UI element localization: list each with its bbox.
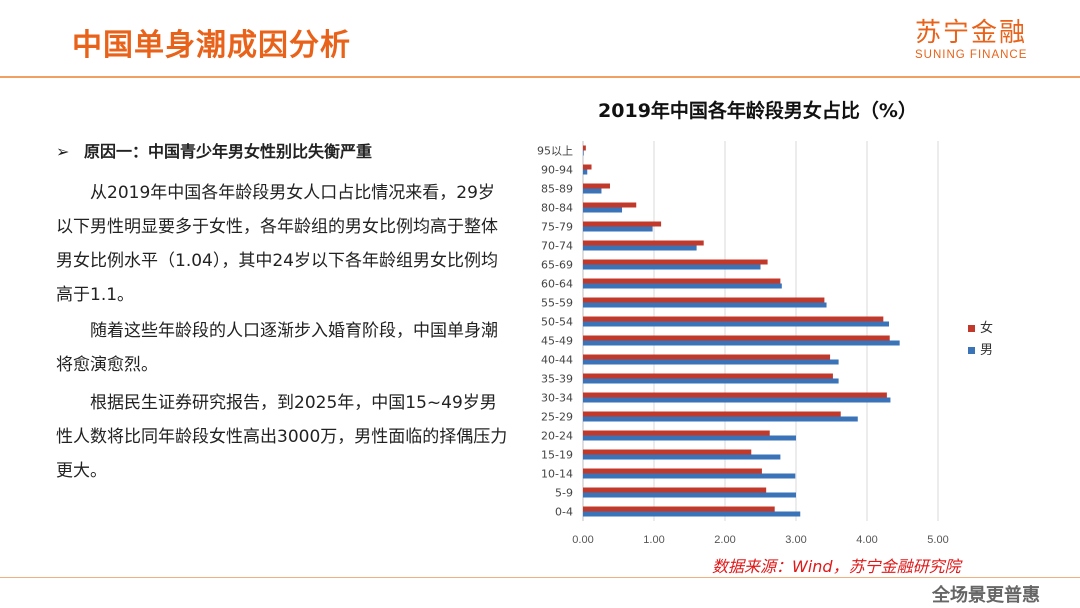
y-tick-label: 55-59 xyxy=(541,297,573,310)
bar-male xyxy=(583,397,891,403)
bar-male xyxy=(583,321,890,327)
bar-male xyxy=(583,359,839,365)
bar-female xyxy=(583,487,767,493)
y-tick-label: 5-9 xyxy=(555,487,573,500)
bar-male xyxy=(583,302,827,308)
y-tick-label: 85-89 xyxy=(541,183,573,196)
bar-male xyxy=(583,245,697,251)
y-tick-label: 35-39 xyxy=(541,373,573,386)
bar-female xyxy=(583,373,833,379)
bar-female xyxy=(583,316,884,322)
bar-male xyxy=(583,473,796,479)
bar-female xyxy=(583,183,610,189)
y-tick-label: 75-79 xyxy=(541,221,573,234)
bar-female xyxy=(583,468,762,474)
bar-female xyxy=(583,202,637,208)
brand-logo: 苏宁金融 SUNING FINANCE xyxy=(915,18,1055,62)
bar-male xyxy=(583,226,653,232)
bar-male xyxy=(583,207,623,213)
y-tick-label: 80-84 xyxy=(541,202,573,215)
bar-female xyxy=(583,145,586,151)
legend-label: 女 xyxy=(980,320,993,336)
bar-female xyxy=(583,449,752,455)
bar-male xyxy=(583,454,781,460)
header-divider xyxy=(0,76,1080,78)
bar-female xyxy=(583,392,887,398)
x-tick-label: 5.00 xyxy=(927,534,948,546)
x-tick-label: 0.00 xyxy=(572,534,593,546)
y-tick-label: 0-4 xyxy=(555,506,573,519)
bar-male xyxy=(583,188,602,194)
bar-male xyxy=(583,378,839,384)
bar-male xyxy=(583,416,858,422)
footer-divider xyxy=(0,577,1080,578)
paragraph-3: 根据民生证券研究报告，到2025年，中国15~49岁男性人数将比同年龄段女性高出… xyxy=(56,393,508,481)
bar-male xyxy=(583,169,588,175)
bar-male xyxy=(583,150,584,156)
bar-female xyxy=(583,164,592,170)
bar-male xyxy=(583,283,782,289)
bar-male xyxy=(583,435,796,441)
bullet-heading: ➢ 原因一：中国青少年男女性别比失衡严重 xyxy=(56,138,372,162)
logo-chinese: 苏宁金融 xyxy=(915,18,1028,48)
bar-female xyxy=(583,411,841,417)
legend-swatch xyxy=(968,347,975,354)
x-tick-label: 2.00 xyxy=(714,534,735,546)
y-tick-label: 90-94 xyxy=(541,164,573,177)
legend-swatch xyxy=(968,325,975,332)
y-tick-label: 65-69 xyxy=(541,259,573,272)
bar-female xyxy=(583,354,831,360)
x-tick-label: 4.00 xyxy=(856,534,877,546)
y-tick-label: 10-14 xyxy=(541,468,573,481)
y-tick-label: 60-64 xyxy=(541,278,573,291)
bar-female xyxy=(583,240,704,246)
logo-english: SUNING FINANCE xyxy=(915,49,1028,61)
data-source: 数据来源：Wind，苏宁金融研究院 xyxy=(712,557,961,576)
paragraph-1: 从2019年中国各年龄段男女人口占比情况来看，29岁以下男性明显要多于女性，各年… xyxy=(56,183,498,305)
page-title: 中国单身潮成因分析 xyxy=(72,28,351,63)
watermark: 全场景更普惠 xyxy=(932,585,1040,606)
y-tick-label: 50-54 xyxy=(541,316,573,329)
y-tick-label: 45-49 xyxy=(541,335,573,348)
bar-female xyxy=(583,297,825,303)
bar-female xyxy=(583,221,662,227)
y-tick-label: 70-74 xyxy=(541,240,573,253)
y-tick-label: 15-19 xyxy=(541,449,573,462)
bar-female xyxy=(583,430,770,436)
bar-male xyxy=(583,340,900,346)
bar-male xyxy=(583,264,761,270)
y-tick-label: 40-44 xyxy=(541,354,573,367)
bullet-text: 原因一：中国青少年男女性别比失衡严重 xyxy=(84,142,373,161)
bar-female xyxy=(583,259,768,265)
bar-female xyxy=(583,278,781,284)
bar-female xyxy=(583,335,890,341)
bar-male xyxy=(583,511,801,517)
bar-male xyxy=(583,492,796,498)
y-tick-label: 30-34 xyxy=(541,392,573,405)
x-tick-label: 1.00 xyxy=(643,534,664,546)
y-tick-label: 95以上 xyxy=(537,145,573,158)
chart-title: 2019年中国各年龄段男女占比（%） xyxy=(598,100,917,122)
y-tick-label: 20-24 xyxy=(541,430,573,443)
bullet-arrow-icon: ➢ xyxy=(56,142,70,161)
y-tick-label: 25-29 xyxy=(541,411,573,424)
paragraph-2: 随着这些年龄段的人口逐渐步入婚育阶段，中国单身潮将愈演愈烈。 xyxy=(56,321,498,375)
x-tick-label: 3.00 xyxy=(785,534,806,546)
bar-female xyxy=(583,506,775,512)
legend-label: 男 xyxy=(980,343,993,358)
